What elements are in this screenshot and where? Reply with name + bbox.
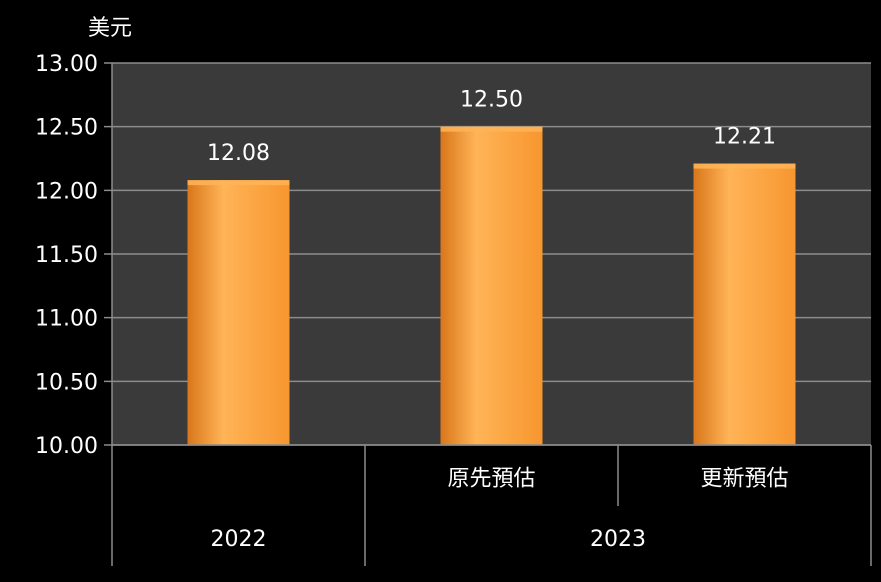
category-label: 更新預估 [700,467,788,492]
unit-label: 美元 [88,16,132,41]
data-label: 12.21 [713,125,776,150]
category-label: 原先預估 [447,467,535,492]
y-tick-label: 10.00 [35,434,98,459]
group-label: 2022 [211,527,267,552]
data-label: 12.50 [460,88,523,113]
y-tick-label: 13.00 [35,52,98,77]
y-tick-label: 10.50 [35,370,98,395]
bar-top-highlight [440,126,543,132]
y-tick-label: 11.00 [35,307,98,332]
group-label: 2023 [590,527,646,552]
bar-top-highlight [693,163,796,169]
bar-top-highlight [187,180,290,186]
y-tick-label: 12.00 [35,179,98,204]
data-label: 12.08 [207,141,270,166]
bar [440,126,543,446]
y-tick-label: 11.50 [35,243,98,268]
y-tick-label: 12.50 [35,116,98,141]
bar [187,180,290,445]
bar [693,163,796,446]
